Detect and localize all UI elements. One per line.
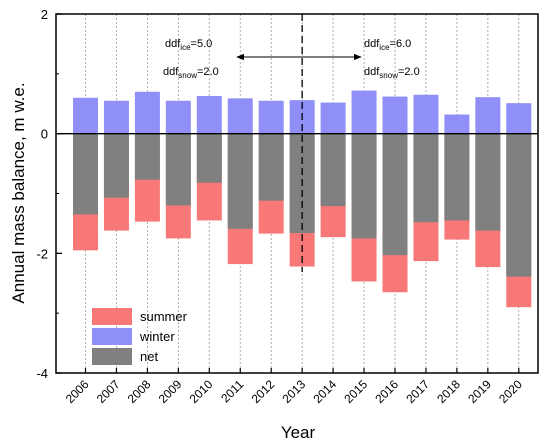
x-tick-label: 2020 — [496, 377, 525, 406]
legend-label-summer: summer — [140, 309, 188, 324]
bar-winter — [475, 97, 501, 134]
bar-winter — [103, 100, 129, 134]
bar-net — [320, 133, 346, 207]
x-tick-label: 2007 — [94, 377, 123, 406]
x-tick-label: 2017 — [403, 377, 432, 406]
y-axis-title: Annual mass balance, m w.e. — [9, 82, 28, 303]
bar-net — [196, 133, 222, 183]
bar-net — [444, 133, 470, 221]
bar-winter — [413, 94, 439, 134]
y-tick-label: 2 — [41, 7, 48, 22]
annotation-left-ice: ddfice=5.0 — [165, 38, 212, 52]
bar-net — [258, 133, 284, 201]
annotation-right-ice: ddfice=6.0 — [364, 38, 411, 52]
bar-net — [103, 133, 129, 198]
y-tick-label: -2 — [36, 246, 48, 261]
bar-net — [475, 133, 501, 231]
annotation-left-snow: ddfsnow=2.0 — [163, 66, 219, 80]
x-tick-label: 2006 — [63, 377, 92, 406]
bar-net — [165, 133, 191, 206]
x-axis-title: Year — [281, 423, 316, 442]
legend-swatch-net — [92, 348, 132, 365]
x-tick-label: 2013 — [279, 377, 308, 406]
legend-swatch-winter — [92, 328, 132, 345]
bar-winter — [351, 90, 377, 134]
x-tick-label: 2015 — [341, 377, 370, 406]
bar-winter — [196, 95, 222, 134]
bar-net — [413, 133, 439, 223]
bar-winter — [320, 102, 346, 134]
bar-winter — [258, 100, 284, 134]
legend-swatch-summer — [92, 308, 132, 325]
x-tick-label: 2019 — [465, 377, 494, 406]
y-tick-label: 0 — [41, 127, 48, 142]
bar-winter — [227, 98, 253, 134]
legend-label-winter: winter — [139, 329, 175, 344]
x-tick-label: 2014 — [310, 377, 339, 406]
annotation-right-snow: ddfsnow=2.0 — [364, 66, 420, 80]
bar-net — [382, 133, 408, 256]
x-tick-label: 2010 — [187, 377, 216, 406]
legend: summer winter net — [92, 308, 188, 365]
x-tick-label: 2008 — [125, 377, 154, 406]
x-tick-label: 2012 — [249, 377, 278, 406]
y-tick-label: -4 — [36, 366, 48, 381]
bars-group — [73, 90, 532, 308]
legend-label-net: net — [140, 349, 158, 364]
x-tick-label: 2018 — [434, 377, 463, 406]
bar-net — [134, 133, 160, 180]
x-tick-label: 2016 — [372, 377, 401, 406]
bar-winter — [506, 103, 532, 134]
bar-net — [506, 133, 532, 277]
y-axis-ticks: -4 -2 0 2 — [36, 7, 62, 381]
bar-net — [73, 133, 98, 215]
bar-winter — [73, 97, 98, 134]
bar-winter — [134, 91, 160, 134]
bar-net — [351, 133, 377, 239]
x-tick-label: 2011 — [218, 377, 246, 405]
bar-net — [227, 133, 253, 229]
bar-winter — [444, 114, 470, 134]
bar-winter — [165, 100, 191, 134]
x-tick-label: 2009 — [156, 377, 185, 406]
bar-winter — [382, 96, 408, 134]
